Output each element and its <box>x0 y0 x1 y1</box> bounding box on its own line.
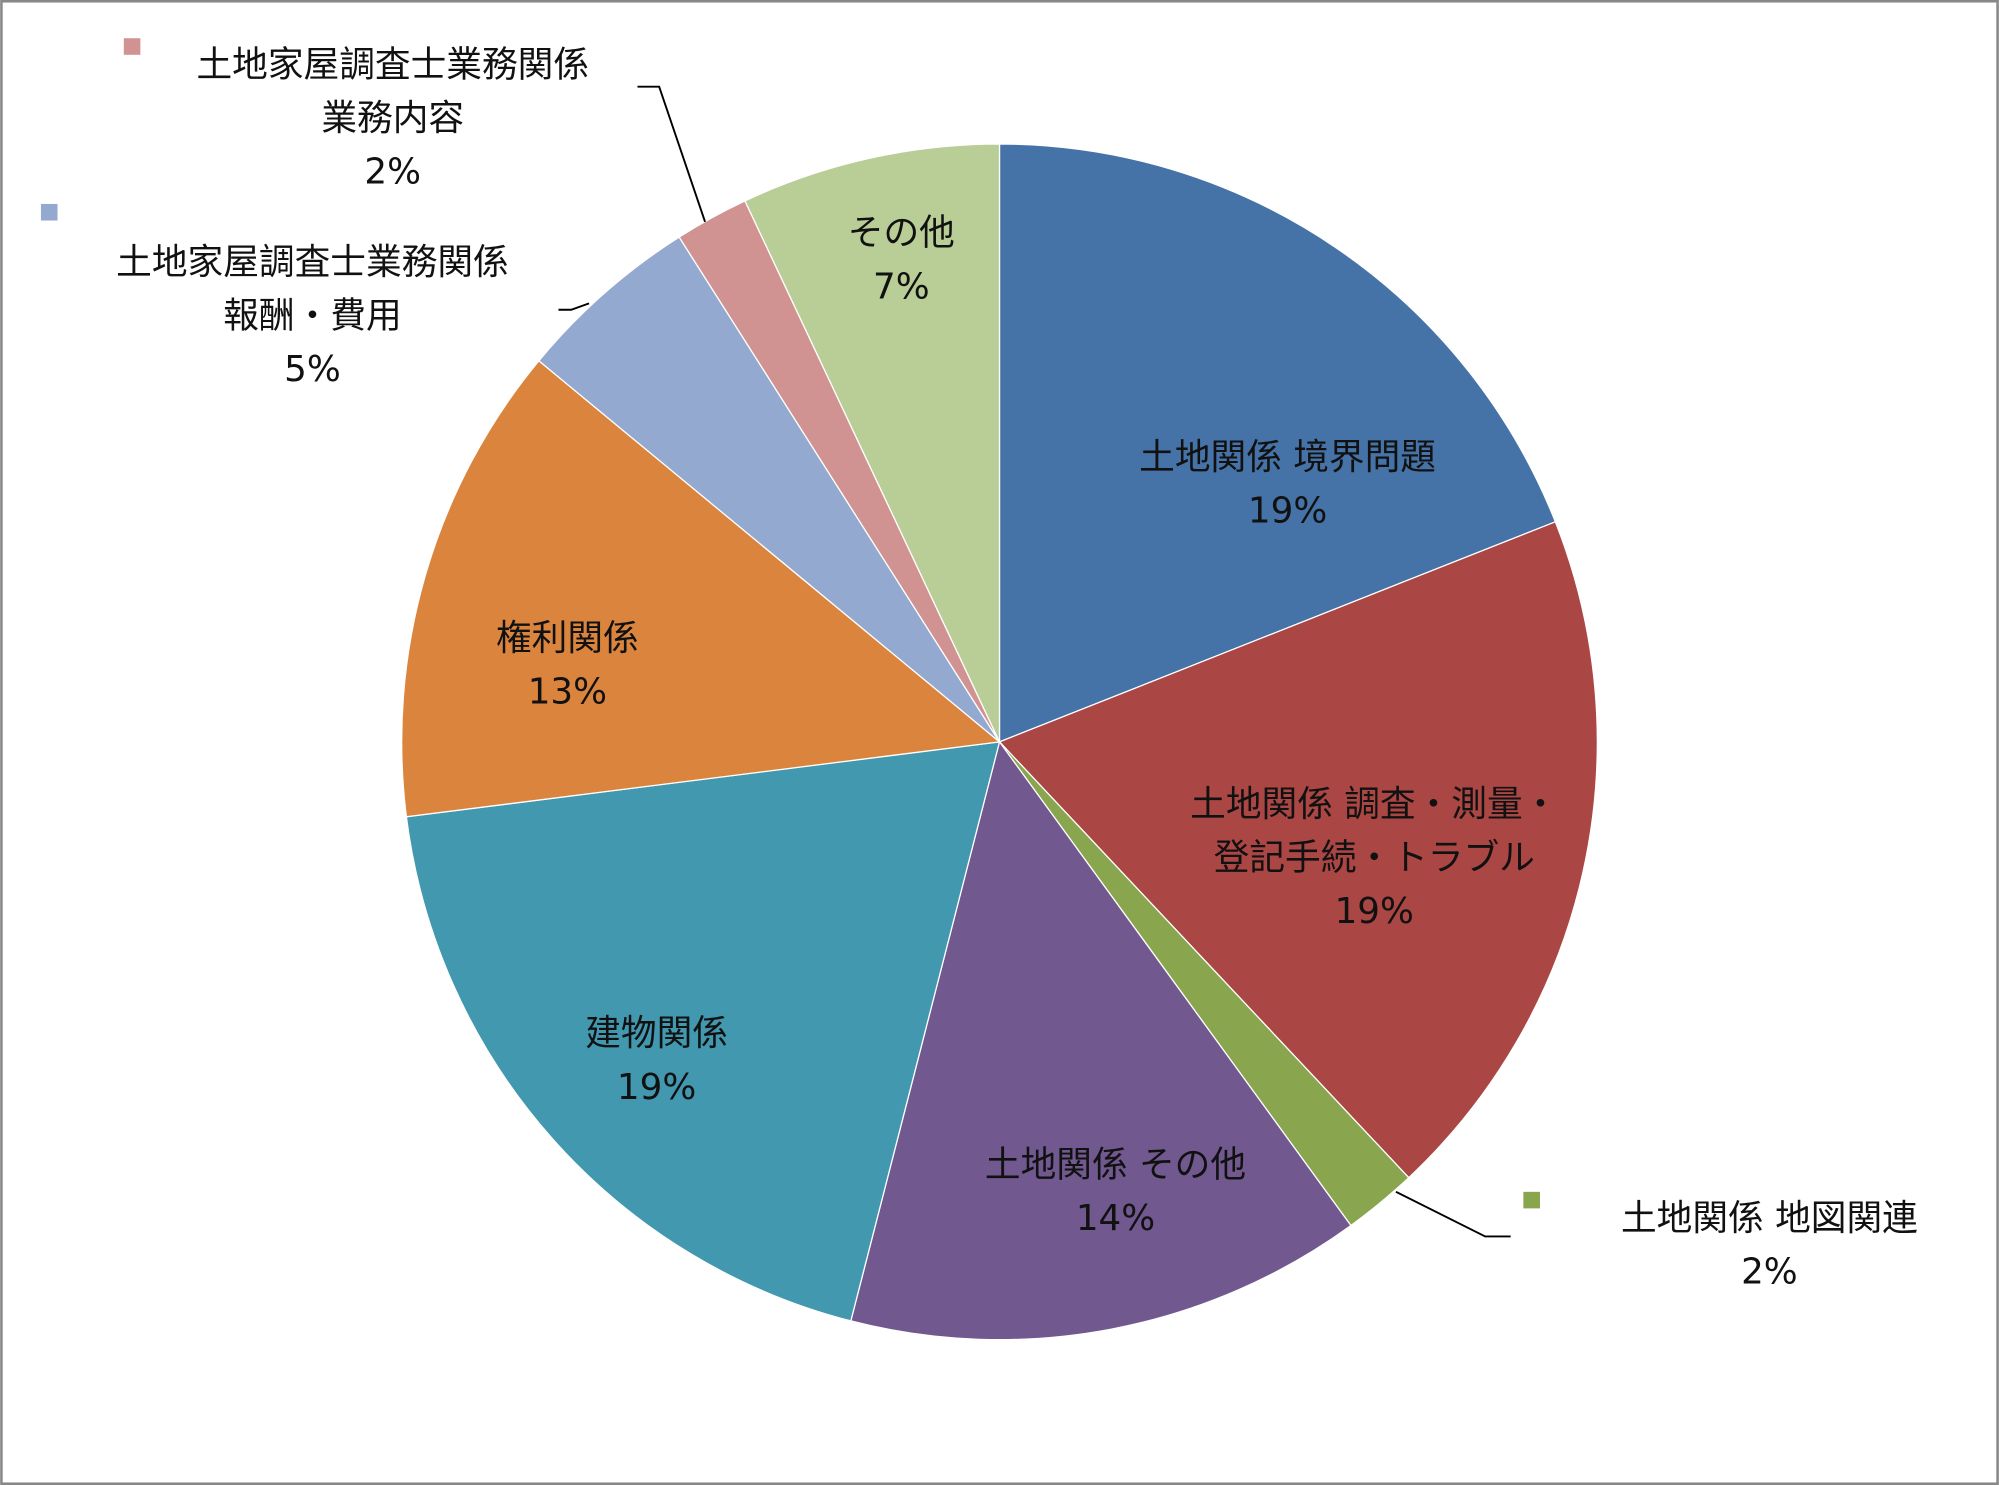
data-label-8: その他 7% <box>848 213 955 308</box>
category-label: 土地関係 境界問題 <box>1139 437 1436 478</box>
data-label-1: 土地関係 調査・測量・登記手続・トラブル 19% <box>1190 784 1558 932</box>
category-label: その他 <box>848 213 955 254</box>
legend-key-6 <box>40 203 58 221</box>
leader-line-7 <box>637 85 706 223</box>
percent-label: 14% <box>1076 1198 1155 1239</box>
legend-key-7 <box>123 38 141 55</box>
percent-label: 5% <box>284 349 341 390</box>
percent-label: 7% <box>873 266 930 307</box>
category-label: 権利関係 <box>496 618 639 659</box>
leader-line-6 <box>558 302 590 311</box>
percent-label: 19% <box>1335 891 1414 932</box>
category-label: 土地家屋調査士業務関係 <box>196 44 589 85</box>
pie-slice-0 <box>998 143 1557 743</box>
data-label-0: 土地関係 境界問題 19% <box>1139 437 1436 532</box>
pie-slice-6 <box>537 236 1001 743</box>
percent-label: 2% <box>364 152 421 193</box>
data-label-5: 権利関係 13% <box>496 618 639 713</box>
category-label: 土地関係 地図関連 <box>1621 1198 1918 1239</box>
pie-slice-4 <box>405 741 1001 1322</box>
legend-key-2 <box>1523 1191 1540 1209</box>
percent-label: 2% <box>1741 1252 1798 1293</box>
percent-label: 19% <box>617 1067 696 1108</box>
pie-slice-8 <box>744 143 1001 743</box>
category-label: 土地関係 調査・測量・ <box>1190 784 1558 825</box>
category-label: 建物関係 <box>585 1013 728 1054</box>
category-label: 業務内容 <box>321 98 464 139</box>
percent-label: 13% <box>528 672 607 713</box>
pie-slice-5 <box>401 359 1002 818</box>
data-label-4: 建物関係 19% <box>585 1013 728 1108</box>
category-label: 報酬・費用 <box>223 296 401 337</box>
category-label: 登記手続・トラブル <box>1214 837 1535 878</box>
percent-label: 19% <box>1248 491 1327 532</box>
leader-line-2 <box>1395 1190 1511 1238</box>
category-label: 土地家屋調査士業務関係 <box>116 242 509 283</box>
data-label-2: 土地関係 地図関連 2% <box>1621 1198 1918 1293</box>
pie-slice-3 <box>850 740 1352 1341</box>
pie-slice-1 <box>998 520 1598 1179</box>
data-label-3: 土地関係 その他 14% <box>985 1145 1246 1240</box>
category-label: 土地関係 その他 <box>985 1145 1246 1186</box>
